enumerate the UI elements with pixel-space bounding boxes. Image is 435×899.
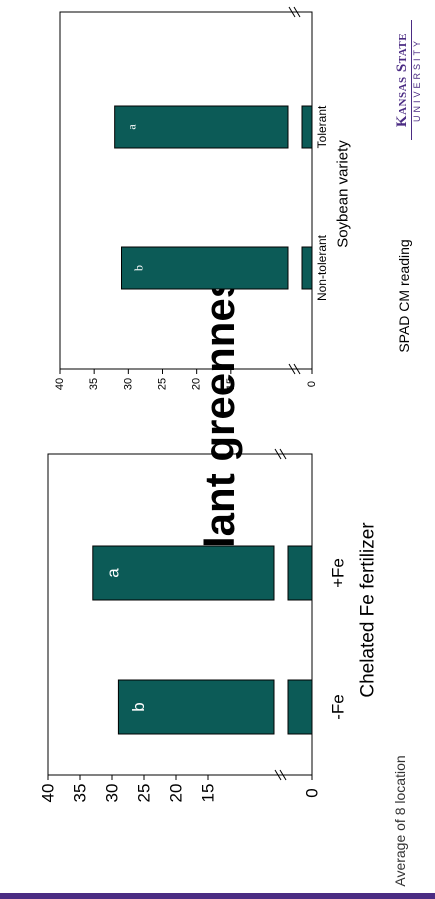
category-label: -Fe (329, 694, 348, 720)
value-tick-label: 35 (71, 784, 90, 803)
axis-break-mark (288, 363, 296, 375)
bar-significance-label: b (132, 265, 146, 271)
value-tick-label: 0 (306, 381, 318, 387)
value-tick-label: 0 (303, 788, 322, 797)
bar-base-stub (287, 545, 313, 601)
bar-significance-label: b (129, 702, 148, 711)
category-label: +Fe (329, 558, 348, 588)
axis-break-mark (279, 448, 287, 460)
axis-break-mark (274, 448, 282, 460)
footer-bar (0, 893, 435, 899)
bar-base-stub (301, 105, 313, 149)
x-axis-title: Soybean variety (335, 140, 352, 248)
x-axis-title: Chelated Fe fertilizer (358, 522, 379, 698)
value-tick-label: 15 (225, 378, 237, 390)
axis-break-mark (293, 363, 301, 375)
value-tick-label: 35 (88, 378, 100, 390)
bar-fe (117, 679, 275, 735)
category-label: Non-tolerant (315, 234, 329, 301)
axis-break-mark (274, 769, 282, 781)
axis-break-mark (293, 6, 301, 18)
plot-frame (59, 11, 313, 370)
bar-base-stub (301, 246, 313, 290)
value-tick-label: 30 (122, 378, 134, 390)
bar-base-stub (287, 679, 313, 735)
value-tick-label: 15 (199, 784, 218, 803)
y-axis-title: SPAD CM reading (396, 239, 412, 352)
bar-significance-label: a (103, 568, 122, 578)
plot-frame (47, 453, 313, 776)
bar-non-tolerant (121, 246, 289, 290)
bar-tolerant (114, 105, 289, 149)
value-tick-label: 30 (103, 784, 122, 803)
value-tick-label: 25 (135, 784, 154, 803)
value-tick-label: 20 (167, 784, 186, 803)
bar-significance-label: a (125, 124, 139, 130)
value-tick-label: 25 (157, 378, 169, 390)
value-tick-label: 40 (54, 378, 66, 390)
category-label: Tolerant (315, 105, 329, 148)
value-tick-label: 20 (191, 378, 203, 390)
value-tick-label: 40 (39, 784, 58, 803)
bar-fe (92, 545, 275, 601)
axis-break-mark (279, 769, 287, 781)
axis-break-mark (288, 6, 296, 18)
